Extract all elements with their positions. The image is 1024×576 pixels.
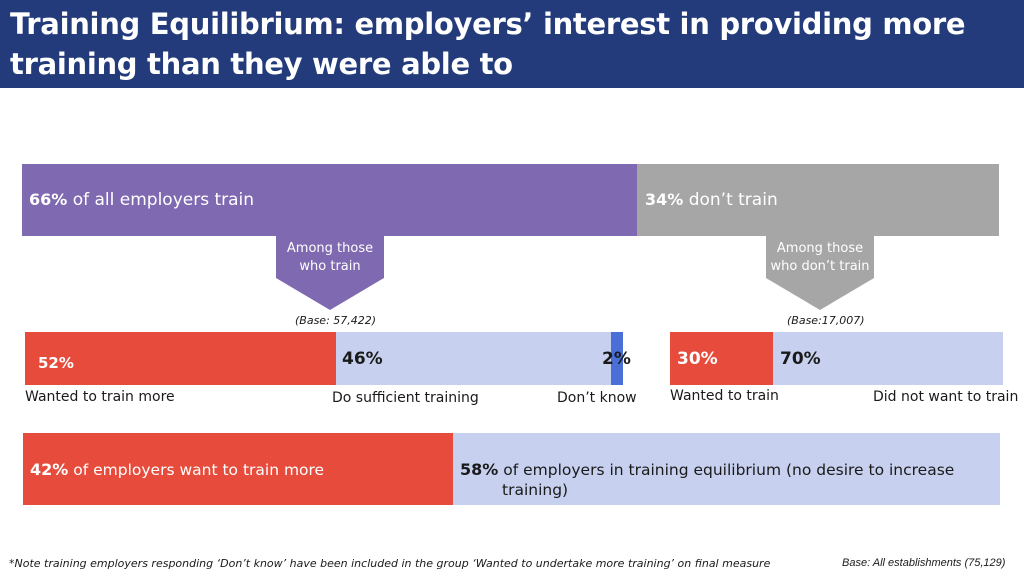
base-all-establishments: Base: All establishments (75,129) [842, 557, 1006, 569]
cat-did-not-want-to-train: Did not want to train [873, 389, 1019, 405]
arrow-down-right-icon [766, 236, 874, 310]
bar-employers-train [22, 164, 637, 236]
pct-wanted-to-train: 30% [677, 349, 718, 369]
bar-wanted-to-train [670, 332, 773, 385]
base-train: (Base: 57,422) [295, 314, 377, 327]
bar-dont-know [611, 332, 623, 385]
cat-wanted-to-train-more: Wanted to train more [25, 389, 175, 405]
label-employers-train: 66% of all employers train [29, 190, 254, 210]
pct-employers-dont-train: 34% [645, 190, 684, 209]
cat-wanted-to-train: Wanted to train [670, 388, 779, 404]
text-training-equilibrium-line2: training) [502, 481, 569, 499]
pct-do-sufficient-training: 46% [342, 349, 383, 369]
bar-did-not-want-to-train [773, 332, 1003, 385]
label-training-equilibrium: 58% of employers in training equilibrium… [460, 460, 995, 500]
base-dont-train: (Base:17,007) [787, 314, 865, 327]
bar-wanted-to-train-more [25, 332, 336, 385]
pct-dont-know: 2% [602, 349, 631, 369]
label-employers-dont-train: 34% don’t train [645, 190, 778, 210]
cat-do-sufficient-training: Do sufficient training [332, 390, 479, 406]
equilibrium-line1: 58% of employers in training equilibrium… [460, 460, 995, 480]
cat-dont-know: Don’t know [557, 390, 637, 406]
pct-wanted-to-train-more: 52% [38, 354, 74, 372]
pct-employers-train: 66% [29, 190, 68, 209]
arrow-down-left-icon [276, 236, 384, 310]
title-bar: Training Equilibrium: employers’ interes… [0, 0, 1024, 88]
text-training-equilibrium-line1: of employers in training equilibrium (no… [503, 461, 955, 479]
arrow-left-label: Among those who train [276, 240, 384, 276]
text-want-to-train-more-summary: of employers want to train more [73, 461, 325, 479]
label-want-to-train-more-summary: 42% of employers want to train more [30, 460, 324, 480]
arrow-right-line1: Among those [776, 241, 864, 256]
text-employers-dont-train: don’t train [688, 190, 778, 210]
pct-want-to-train-more-summary: 42% [30, 460, 69, 479]
text-employers-train: of all employers train [72, 190, 255, 210]
pct-training-equilibrium: 58% [460, 460, 499, 479]
bar-do-sufficient-training [336, 332, 611, 385]
bar-training-equilibrium [453, 433, 1000, 505]
arrow-right-line2: who don’t train [770, 259, 870, 274]
arrow-right-label: Among those who don’t train [760, 240, 880, 276]
arrow-left-line2: who train [299, 259, 361, 274]
pct-did-not-want-to-train: 70% [780, 349, 821, 369]
footnote: *Note training employers responding ‘Don… [9, 557, 771, 570]
bar-want-to-train-more-summary [23, 433, 453, 505]
bar-employers-dont-train [637, 164, 999, 236]
arrow-left-line1: Among those [286, 241, 374, 256]
page-title: Training Equilibrium: employers’ interes… [10, 7, 966, 81]
